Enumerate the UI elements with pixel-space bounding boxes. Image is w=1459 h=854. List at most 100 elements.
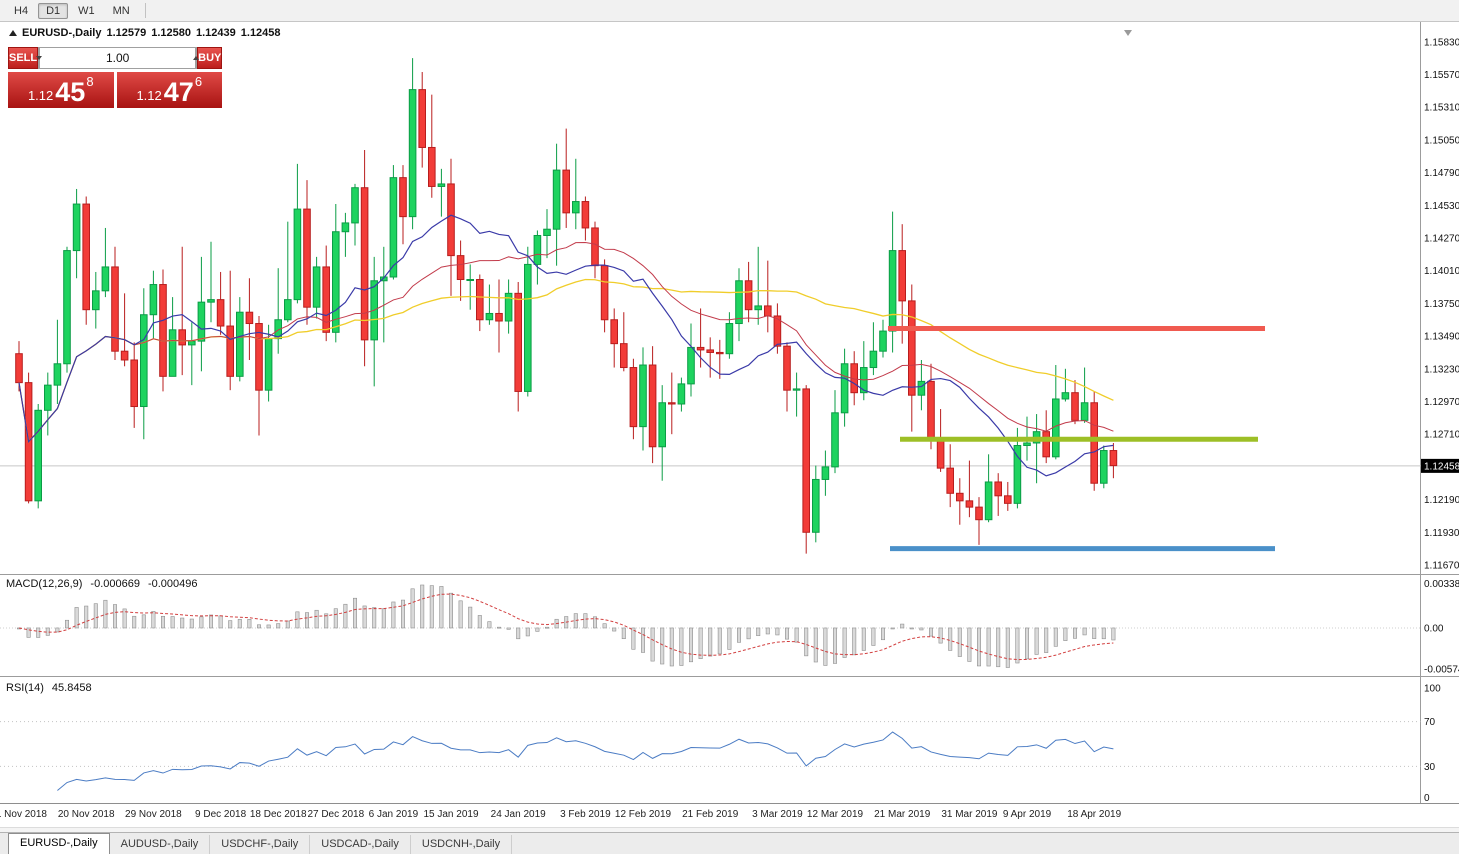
candle-body [72,203,81,252]
candle-body [831,412,839,468]
macd-bar [717,627,722,655]
timeframe-button-h4[interactable]: H4 [14,4,29,17]
candle-body [1080,402,1089,421]
timeframe-button-mn[interactable]: MN [112,4,130,17]
macd-indicator-label: MACD(12,26,9) -0.000669 -0.000496 [6,578,198,590]
macd-bar [861,627,866,651]
rsi-axis-label: 70 [1424,717,1436,728]
time-axis-label: 27 Dec 2018 [307,809,365,820]
candle-body [994,481,1003,497]
macd-bar [640,627,645,653]
symbol-tab-bar: EURUSD-,Daily AUDUSD-,Daily USDCHF-,Daily U… [0,832,1459,854]
macd-bar [1073,627,1078,639]
volume-decrease-button[interactable] [38,47,41,69]
price-axis-label: 1.12710 [1424,430,1459,441]
macd-bar [832,627,837,664]
candle-body [245,311,254,325]
macd-bar [784,627,789,640]
price-axis-label: 1.15570 [1424,70,1459,81]
price-axis-label: 1.15830 [1424,37,1459,48]
tab-usdchf-daily[interactable]: USDCHF-,Daily [210,835,311,854]
candle-body [610,319,619,345]
candle-body [783,345,791,391]
macd-bar [74,607,79,629]
macd-bar [276,623,281,629]
ohlc-low: 1.12439 [196,27,236,39]
timeframe-button-w1[interactable]: W1 [78,4,95,17]
chart-shift-marker-icon[interactable] [1124,30,1132,36]
macd-bar [938,627,943,644]
candle-body [629,367,638,428]
candle-body [351,187,359,224]
time-axis-label: 9 Apr 2019 [1002,809,1052,820]
macd-bar [1015,627,1020,664]
macd-bar [247,619,252,629]
ohlc-close: 1.12458 [240,27,281,39]
time-axis-label: 3 Mar 2019 [752,809,803,820]
candle-body [754,305,763,311]
sell-button[interactable]: SELL [8,47,39,69]
buy-price-sup: 6 [194,74,203,89]
candle-body [648,364,657,448]
macd-bar [957,627,962,657]
candle-body [53,363,62,386]
candle-body [898,250,907,302]
macd-bar [477,615,482,629]
ohlc-high: 1.12580 [151,27,191,39]
tab-audusd-daily[interactable]: AUDUSD-,Daily [110,835,211,854]
price-axis-label: 1.11930 [1424,528,1459,539]
candle-body [792,388,801,391]
buy-button[interactable]: BUY [197,47,223,69]
symbol-title: EURUSD-,Daily [22,27,102,39]
candle-body [562,169,571,214]
macd-bar [909,627,914,630]
sell-price-prefix: 1.12 [27,88,54,103]
candle-body [869,350,878,369]
tab-usdcad-daily[interactable]: USDCAD-,Daily [310,835,411,854]
buy-price-button[interactable]: 1.12 47 6 [116,72,222,108]
macd-bar [852,627,857,656]
candle-body [332,231,340,333]
candle-body [322,266,330,333]
tab-eurusd-daily[interactable]: EURUSD-,Daily [8,833,110,854]
time-axis-label: 3 Feb 2019 [560,809,611,820]
timeframe-button-d1[interactable]: D1 [38,2,69,19]
volume-increase-button[interactable] [195,47,198,69]
candle-body [303,208,311,308]
macd-bar [448,592,453,629]
price-chart[interactable]: 1.15830 1.15570 1.15310 1.15050 1.14790 1.145… [0,22,1459,803]
sell-price-button[interactable]: 1.12 45 8 [8,72,114,108]
candle-body [341,222,350,233]
macd-bar [420,584,425,629]
candle-body [888,250,897,332]
time-axis-label: 29 Nov 2018 [125,809,182,820]
candle-body [802,388,811,533]
macd-bar [304,612,309,629]
tab-usdcnh-daily[interactable]: USDCNH-,Daily [411,835,513,854]
candle-body [428,146,436,187]
macd-bar [592,616,597,629]
macd-bar [122,608,127,629]
candle-body [293,208,302,301]
candle-body [975,506,983,521]
macd-bar [314,609,319,629]
candle-body [418,89,426,148]
macd-bar [372,607,377,629]
candle-body [764,305,772,317]
candle-body [149,284,158,316]
macd-bar [141,614,146,629]
macd-bar [736,627,741,643]
macd-bar [871,627,876,646]
candle-body [1100,450,1108,484]
time-axis-label: 24 Jan 2019 [490,809,546,820]
candle-body [773,315,782,347]
candle-body [178,329,186,346]
volume-input[interactable] [40,47,196,69]
candle-body [504,292,513,322]
candle-body [572,201,580,214]
price-axis-label: 1.12190 [1424,495,1459,506]
macd-bar [976,627,981,667]
horizontal-scrollbar[interactable] [0,827,1459,832]
candles-layer [15,58,1118,554]
candle-body [543,228,551,236]
